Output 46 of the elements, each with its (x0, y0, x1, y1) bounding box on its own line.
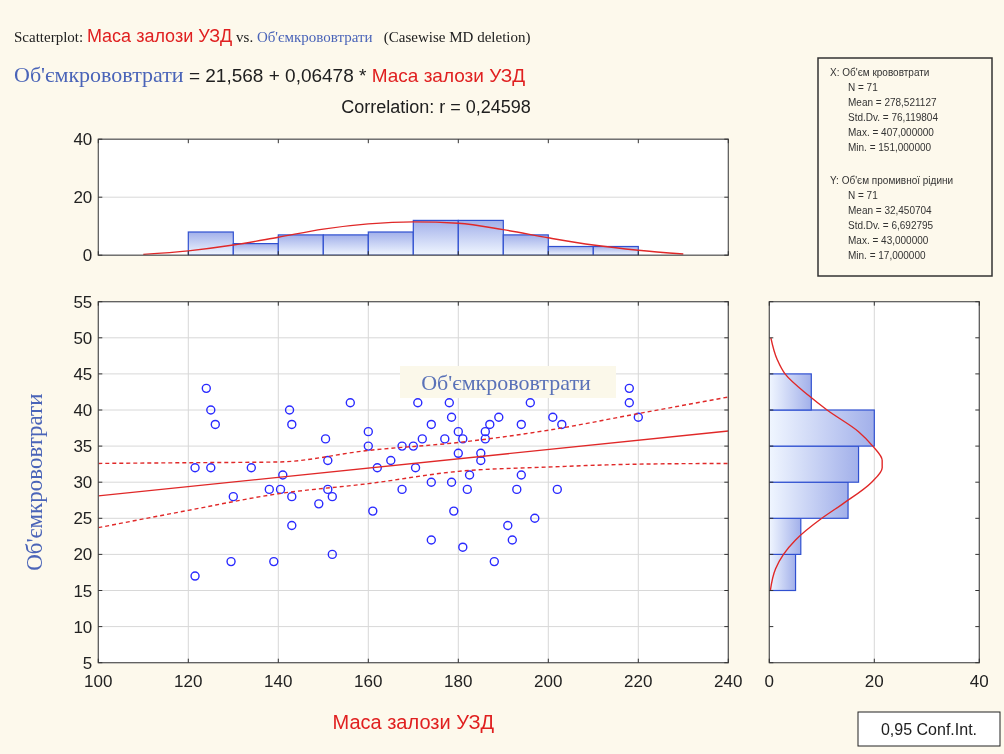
text: Std.Dv. = 76,119804 (848, 112, 939, 123)
y-tick-label: 40 (73, 401, 93, 420)
x-tick-label: 220 (624, 671, 653, 691)
y-tick-label: 25 (73, 509, 93, 529)
text: Y: Об'єм промивної рідини (830, 175, 954, 186)
x-axis-title: Маса залози УЗД (332, 711, 495, 733)
y-tick-label: 55 (73, 292, 93, 312)
text: Min. = 17,000000 (848, 250, 926, 261)
x-tick-label: 40 (969, 671, 989, 691)
y-tick-label: 40 (73, 130, 93, 150)
text: Std.Dv. = 6,692795 (848, 220, 934, 231)
x-tick-label: 120 (174, 671, 203, 691)
text: N = 71 (848, 82, 879, 93)
y-tick-label: 0 (82, 246, 93, 266)
y-tick-label: 35 (73, 437, 93, 457)
text: Mean = 32,450704 (848, 205, 933, 216)
x-tick-label: 160 (354, 671, 383, 691)
text: 0,95 Conf.Int. (880, 721, 978, 738)
line-series (98, 462, 729, 529)
x-tick-label: 240 (714, 671, 743, 691)
y-tick-label: 45 (73, 364, 93, 384)
chart-title: Scatterplot: Маса залози УЗД vs. Об'ємкрововтрати (Casewise MD deletion) (14, 26, 531, 46)
annotation: Об'ємкрововтрати (421, 370, 592, 395)
y-tick-label: 10 (73, 617, 93, 637)
x-tick-label: 200 (534, 671, 563, 691)
text: N = 71 (848, 190, 879, 201)
y-tick-label: 5 (82, 653, 93, 673)
y-tick-label: 20 (73, 545, 93, 565)
text: Correlation: r = 0,24598 (341, 97, 531, 117)
x-tick-label: 0 (764, 671, 775, 691)
x-tick-label: 180 (444, 671, 473, 691)
y-tick-label: 20 (73, 188, 93, 208)
y-tick-label: 50 (73, 328, 93, 348)
y-axis-title: Об'ємкрововтрати (22, 393, 47, 571)
x-tick-label: 100 (84, 671, 113, 691)
x-tick-label: 140 (264, 671, 293, 691)
text: X: Об'єм крововтрати (830, 67, 930, 78)
text: Max. = 407,000000 (848, 127, 935, 138)
chart-subtitle: Об'ємкрововтрати = 21,568 + 0,06478 * Маса залози УЗД (14, 62, 526, 87)
y-tick-label: 30 (73, 473, 93, 493)
text: Max. = 43,000000 (848, 235, 929, 246)
x-tick-label: 20 (864, 671, 884, 691)
line-series (142, 221, 684, 256)
text: Min. = 151,000000 (848, 142, 932, 153)
text: Mean = 278,521127 (848, 97, 937, 108)
y-tick-label: 15 (73, 581, 93, 601)
